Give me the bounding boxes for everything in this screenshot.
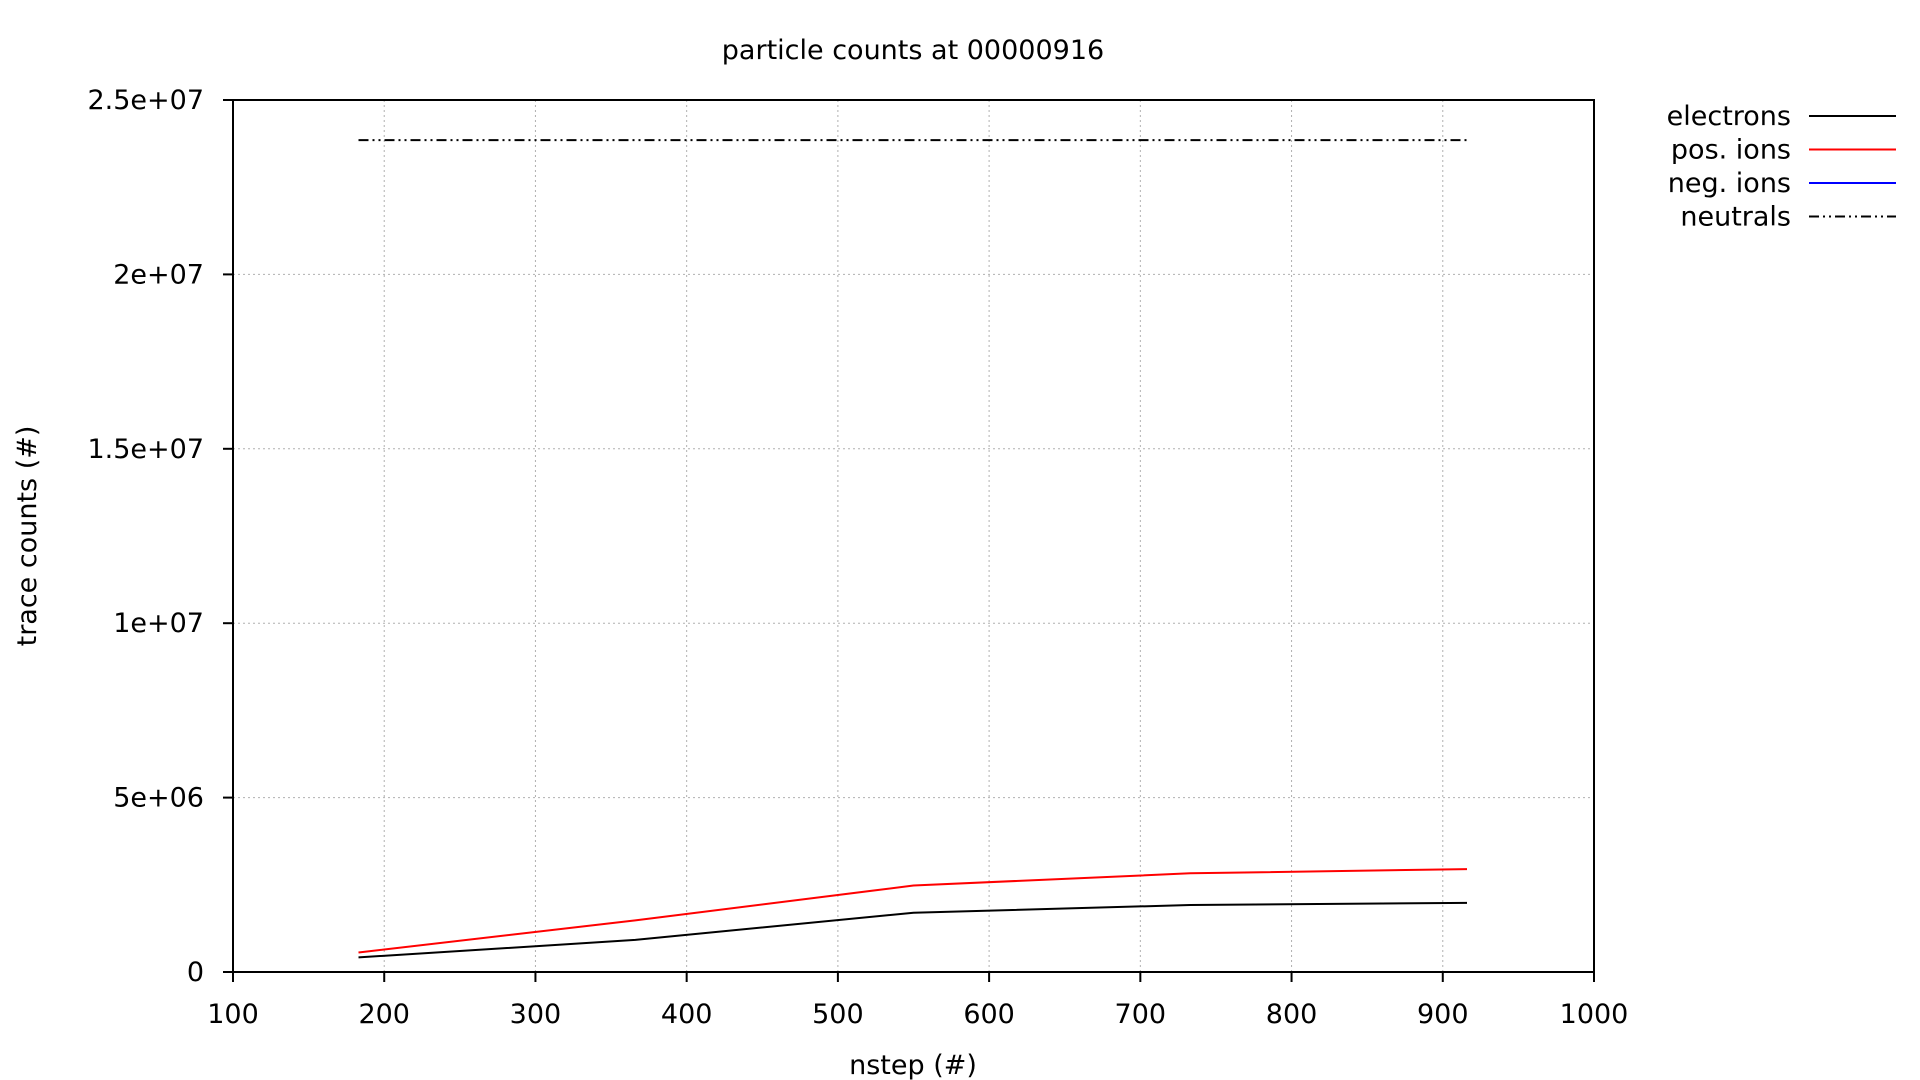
grid-lines (233, 100, 1594, 972)
y-tick-label: 2.5e+07 (87, 85, 204, 116)
x-tick-label: 700 (1115, 999, 1167, 1030)
chart-title: particle counts at 00000916 (722, 35, 1104, 66)
x-axis-label: nstep (#) (849, 1050, 977, 1080)
legend-label-pos-ions: pos. ions (1671, 135, 1791, 166)
y-axis-ticks: 0 5e+06 1e+07 1.5e+07 2e+07 2.5e+07 (87, 85, 233, 988)
x-tick-label: 100 (207, 999, 259, 1030)
x-tick-label: 400 (661, 999, 713, 1030)
x-tick-label: 900 (1417, 999, 1469, 1030)
y-tick-label: 1e+07 (113, 608, 204, 639)
y-axis-label: trace counts (#) (12, 426, 43, 647)
legend-label-electrons: electrons (1667, 101, 1791, 132)
y-tick-label: 2e+07 (113, 259, 204, 290)
y-tick-label: 0 (187, 957, 204, 988)
x-axis-ticks: 100 200 300 400 500 600 700 800 900 1000 (207, 972, 1629, 1030)
x-tick-label: 500 (812, 999, 864, 1030)
legend-label-neutrals: neutrals (1680, 202, 1791, 233)
y-tick-label: 5e+06 (113, 783, 204, 814)
x-tick-label: 200 (358, 999, 410, 1030)
series-line-pos-ions (358, 868, 1468, 954)
x-tick-label: 600 (963, 999, 1015, 1030)
x-tick-label: 800 (1266, 999, 1318, 1030)
x-tick-label: 1000 (1560, 999, 1629, 1030)
legend-label-neg-ions: neg. ions (1668, 168, 1791, 199)
plot-frame (232, 99, 1595, 973)
series-line-electrons (358, 901, 1468, 959)
y-tick-label: 1.5e+07 (87, 434, 204, 465)
x-tick-label: 300 (510, 999, 562, 1030)
